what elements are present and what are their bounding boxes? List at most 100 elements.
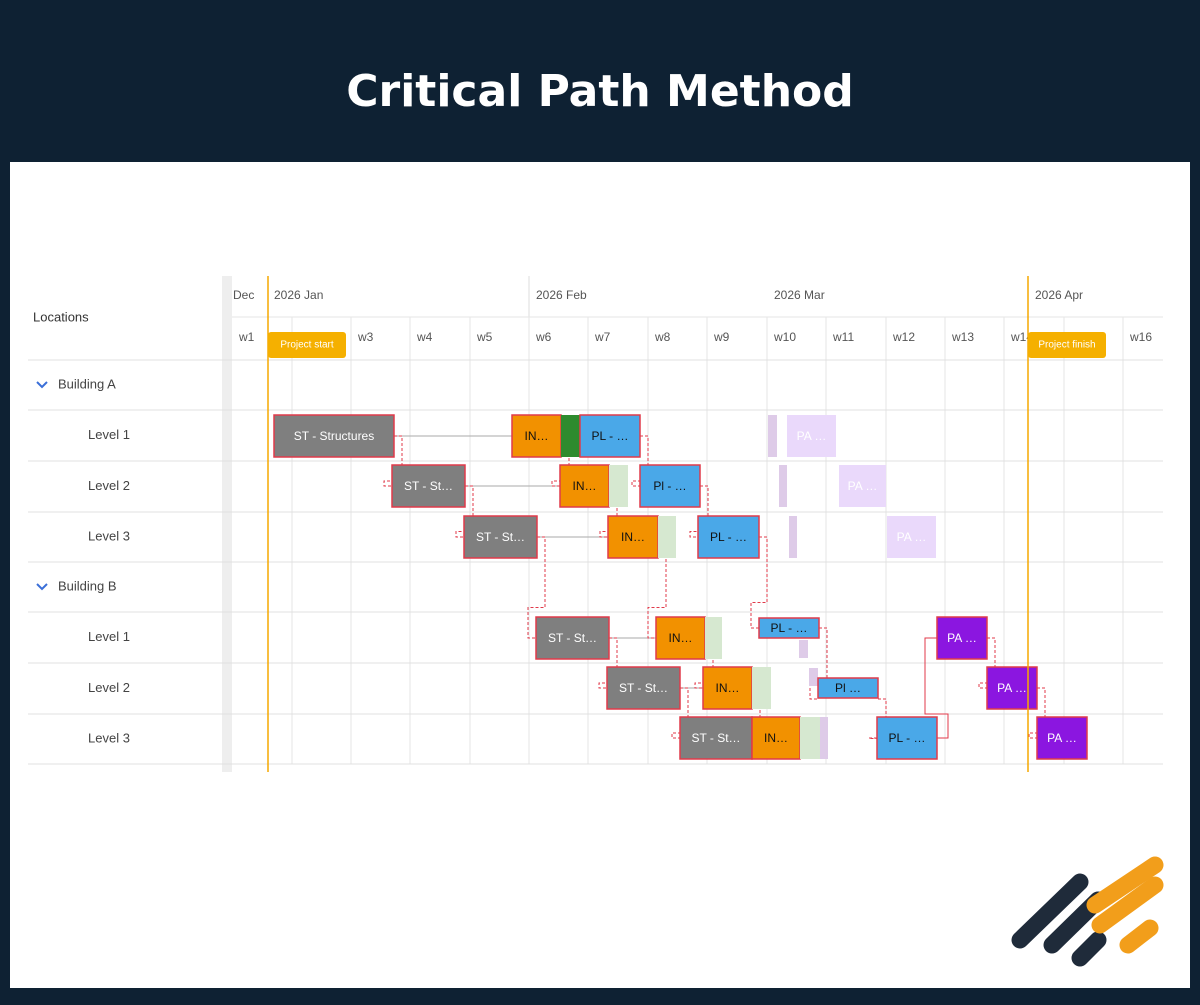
task-bar — [839, 465, 886, 507]
task-label: PA … — [897, 530, 927, 544]
logo — [1011, 856, 1164, 967]
week-label: w9 — [713, 330, 730, 344]
float-bar — [561, 415, 580, 457]
month-label: 2026 Feb — [536, 288, 587, 302]
task-bar — [1036, 716, 1088, 760]
project-marker-badge — [268, 332, 346, 358]
task-label: PL - … — [592, 429, 629, 443]
group-label: Building A — [58, 376, 116, 391]
logo-stripe — [1011, 873, 1089, 949]
row-label: Level 3 — [88, 528, 130, 543]
row-label: Level 2 — [88, 680, 130, 695]
task-label: PA … — [848, 479, 878, 493]
float-bar — [779, 465, 787, 507]
task-label: IN… — [525, 429, 549, 443]
task-bar — [535, 616, 610, 660]
task-bar — [876, 716, 938, 760]
task-label: ST - St… — [404, 479, 453, 493]
project-marker-label: Project finish — [1038, 340, 1095, 351]
task-label: ST - Structures — [294, 429, 374, 443]
task-bar — [758, 617, 820, 639]
float-bar — [609, 465, 628, 507]
week-label: w10 — [773, 330, 796, 344]
task-label: PL - … — [771, 621, 808, 635]
task-bar — [559, 464, 610, 508]
task-bar — [936, 616, 988, 660]
task-bar — [579, 414, 641, 458]
week-label: w13 — [951, 330, 974, 344]
task-label: ST - St… — [476, 530, 525, 544]
link — [924, 637, 949, 739]
task-bar — [273, 414, 395, 458]
week-label: w16 — [1129, 330, 1152, 344]
week-label: w8 — [654, 330, 671, 344]
task-label: ST - St… — [619, 681, 668, 695]
logo-stripe — [1086, 856, 1164, 914]
task-bar — [607, 515, 659, 559]
task-label: IN… — [764, 731, 788, 745]
task-label: ST - St… — [548, 631, 597, 645]
task-bar — [817, 677, 879, 699]
month-label: Dec — [233, 288, 254, 302]
task-label: IN… — [669, 631, 693, 645]
week-label: w5 — [476, 330, 493, 344]
task-bar — [697, 515, 760, 559]
float-bar — [752, 667, 771, 709]
task-bar — [679, 716, 753, 760]
week-label: w12 — [892, 330, 915, 344]
week-label: w4 — [416, 330, 433, 344]
task-bar — [887, 516, 936, 558]
collapse-chevron — [36, 583, 48, 591]
task-label: PL - … — [710, 530, 747, 544]
month-label: 2026 Mar — [774, 288, 825, 302]
group-label: Building B — [58, 578, 117, 593]
float-bar — [809, 668, 818, 686]
task-bar — [391, 464, 466, 508]
week-label: w6 — [535, 330, 552, 344]
task-label: IN… — [716, 681, 740, 695]
week-label: w11 — [832, 330, 854, 344]
task-label: PA … — [947, 631, 977, 645]
task-label: IN… — [573, 479, 597, 493]
task-bar — [463, 515, 538, 559]
task-label: PL - … — [889, 731, 926, 745]
month-label: 2026 Apr — [1035, 288, 1083, 302]
task-label: Pl - … — [653, 479, 686, 493]
task-label: PA … — [797, 429, 827, 443]
project-marker-label: Project start — [280, 340, 334, 351]
task-bar — [787, 415, 836, 457]
task-label: ST - St… — [691, 731, 740, 745]
float-bar — [789, 516, 797, 558]
task-bar — [639, 464, 701, 508]
task-bar — [751, 716, 801, 760]
page-title: Critical Path Method — [346, 66, 854, 117]
task-label: Pl … — [835, 681, 861, 695]
float-bar — [820, 717, 828, 759]
row-label: Level 3 — [88, 730, 130, 745]
critical-link — [527, 536, 546, 639]
week-label: w7 — [594, 330, 611, 344]
logo-stripe — [1071, 931, 1107, 967]
logo-stripe — [1091, 876, 1164, 934]
task-bar — [511, 414, 562, 458]
splitter — [222, 276, 232, 772]
float-bar — [768, 415, 777, 457]
task-label: PA … — [1047, 731, 1077, 745]
panel — [10, 162, 1190, 988]
task-label: IN… — [621, 530, 645, 544]
week-label: w1 — [238, 330, 255, 344]
float-bar — [799, 640, 808, 658]
logo-stripe — [1119, 919, 1159, 954]
task-bar — [606, 666, 681, 710]
collapse-chevron — [36, 381, 48, 389]
float-bar — [658, 516, 676, 558]
month-label: 2026 Jan — [274, 288, 323, 302]
column-header: Locations — [33, 309, 89, 324]
critical-link — [750, 536, 768, 629]
float-bar — [705, 617, 722, 659]
task-bar — [702, 666, 753, 710]
week-label: w3 — [357, 330, 374, 344]
float-bar — [800, 717, 820, 759]
